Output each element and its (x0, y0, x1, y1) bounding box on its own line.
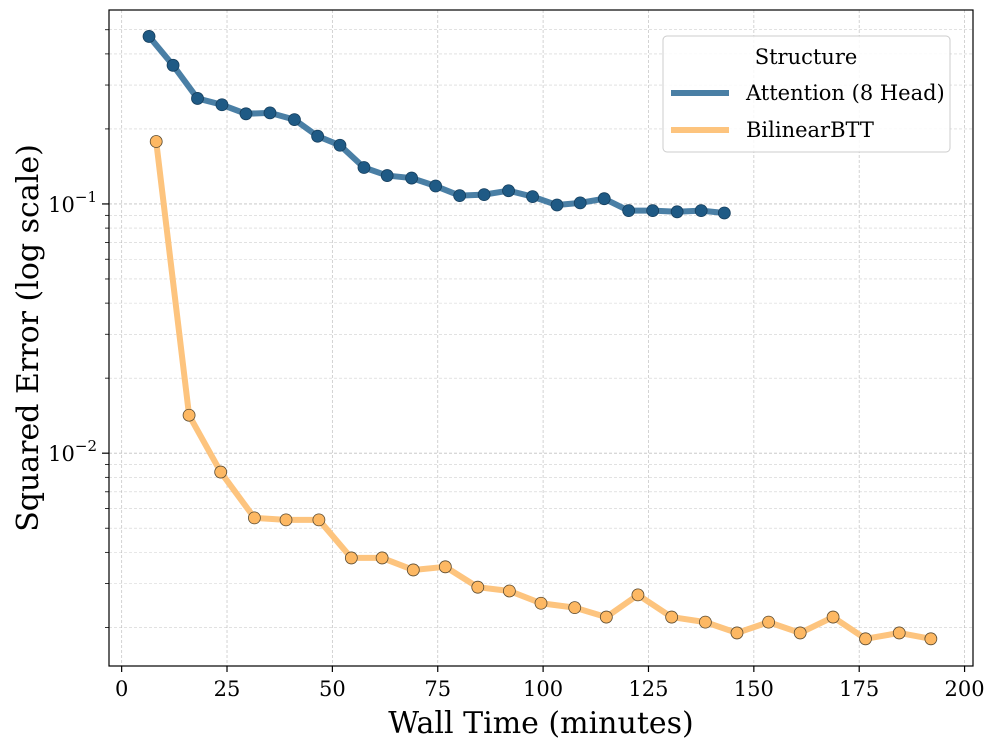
data-point (142, 30, 156, 43)
ticks: 0 25 50 75 100 125 150 175 200 10−2 10−1 (48, 29, 985, 701)
data-point (166, 58, 180, 72)
y-axis-title: Squared Error (log scale) (11, 144, 46, 532)
data-point (375, 551, 389, 565)
x-tick-label: 100 (523, 677, 563, 701)
data-point (924, 632, 938, 646)
data-point (698, 615, 712, 629)
x-tick-label: 175 (839, 677, 879, 701)
data-point (597, 192, 611, 206)
data-point (859, 632, 872, 646)
series-line (153, 138, 934, 642)
x-tick-label: 0 (115, 677, 128, 701)
y-tick-label: 10−2 (48, 437, 97, 466)
data-point (730, 626, 744, 640)
legend: Structure Attention (8 Head) BilinearBTT (662, 35, 951, 153)
x-tick-label: 25 (214, 677, 241, 701)
data-point (453, 189, 467, 203)
series-1 (149, 135, 938, 646)
data-point (599, 610, 613, 624)
data-point (573, 196, 587, 210)
data-point (380, 169, 394, 182)
series-0 (142, 30, 731, 220)
data-point (502, 184, 515, 198)
data-point (344, 551, 358, 565)
data-point (534, 596, 548, 610)
data-point (214, 465, 228, 479)
data-point (477, 188, 491, 202)
data-point (762, 615, 775, 629)
data-point (892, 626, 906, 640)
data-point (333, 138, 347, 152)
data-point (793, 626, 807, 640)
data-point (215, 98, 229, 112)
data-point (438, 560, 452, 574)
data-point (263, 106, 277, 120)
data-point (182, 408, 196, 422)
data-point (406, 563, 420, 577)
x-tick-label: 125 (628, 677, 668, 701)
data-point (526, 190, 539, 204)
data-point (717, 206, 731, 220)
x-tick-label: 75 (424, 677, 451, 701)
legend-label: Attention (8 Head) (745, 81, 945, 105)
data-point (239, 107, 253, 121)
data-point (429, 179, 443, 193)
legend-box (662, 35, 951, 153)
data-point (502, 584, 516, 598)
x-axis-title: Wall Time (minutes) (388, 706, 693, 741)
series-layer (142, 30, 938, 646)
data-point (405, 171, 419, 185)
data-point (550, 198, 564, 212)
x-tick-label: 50 (319, 677, 346, 701)
plot-frame (108, 9, 974, 667)
data-point (646, 204, 660, 218)
y-tick-label: 10−1 (48, 188, 97, 217)
data-point (665, 610, 679, 624)
data-point (311, 129, 325, 143)
x-tick-label: 200 (945, 677, 985, 701)
data-point (288, 113, 301, 126)
data-point (357, 161, 371, 174)
x-tick-label: 150 (734, 677, 774, 701)
data-point (248, 511, 261, 525)
data-point (279, 513, 293, 527)
data-point (694, 204, 708, 218)
data-point (826, 610, 840, 624)
data-point (312, 513, 326, 527)
legend-title: Structure (755, 45, 858, 69)
data-point (670, 205, 684, 219)
data-point (568, 601, 582, 615)
data-point (631, 588, 645, 602)
data-point (471, 580, 485, 594)
data-point (622, 204, 636, 218)
data-point (191, 92, 204, 105)
legend-label: BilinearBTT (746, 118, 874, 142)
data-point (149, 135, 163, 148)
grid (109, 10, 973, 666)
